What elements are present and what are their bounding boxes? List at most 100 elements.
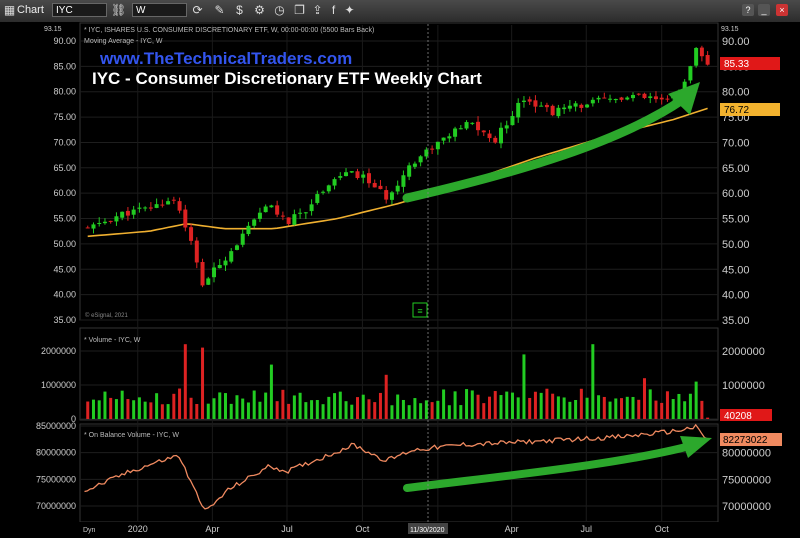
- volume-bar: [447, 405, 451, 419]
- candle-body: [286, 217, 291, 224]
- volume-bar: [114, 399, 118, 419]
- obv-tick-label: 85000000: [36, 421, 76, 431]
- candle-body: [527, 99, 532, 102]
- candle-body: [602, 97, 607, 99]
- volume-bar: [258, 401, 262, 419]
- candle-body: [481, 130, 486, 133]
- candle-body: [699, 47, 704, 57]
- candle-body: [424, 149, 429, 157]
- volume-bar: [281, 389, 285, 419]
- candle-body: [217, 265, 222, 269]
- candle-body: [143, 207, 148, 209]
- candle-body: [470, 122, 475, 124]
- candle-body: [223, 260, 228, 266]
- candle-body: [533, 100, 538, 107]
- price-tick-label: 80.00: [53, 87, 76, 97]
- candle-body: [458, 128, 463, 130]
- candle-body: [234, 245, 239, 250]
- watermark-url: www.TheTechnicalTraders.com: [99, 49, 352, 68]
- refresh-icon[interactable]: ⟳: [192, 3, 203, 17]
- volume-bar: [419, 403, 423, 419]
- candle-body: [120, 211, 125, 218]
- volume-bar: [470, 390, 474, 419]
- volume-bar: [235, 395, 239, 419]
- candle-body: [573, 103, 578, 107]
- volume-bar: [654, 400, 658, 419]
- volume-bar: [241, 398, 245, 419]
- dyn-corner-label[interactable]: Dyn: [83, 527, 96, 534]
- price-tick-label: 50.00: [53, 239, 76, 249]
- volume-bar: [608, 401, 612, 419]
- twitter-icon[interactable]: ✦: [344, 3, 355, 17]
- candle-body: [705, 55, 710, 65]
- price-top-value-right: 93.15: [721, 26, 739, 33]
- candle-body: [102, 221, 107, 224]
- price-tick-label: 70.00: [53, 137, 76, 147]
- volume-bar: [637, 399, 641, 419]
- clock-icon[interactable]: ◷: [274, 3, 285, 17]
- settings-icon[interactable]: ⚙: [254, 3, 265, 17]
- copy-icon[interactable]: ❐: [294, 3, 305, 17]
- price-axis-right: 35.00 40.00 45.00 50.00 55.00 60.00 65.00 70.00…: [722, 36, 750, 327]
- candle-body: [384, 190, 389, 200]
- volume-bar: [579, 388, 583, 419]
- share-icon[interactable]: ⇪: [312, 3, 323, 17]
- candle-body: [590, 99, 595, 104]
- event-marker[interactable]: [412, 302, 428, 318]
- volume-bar: [361, 394, 365, 419]
- volume-bar: [488, 396, 492, 419]
- candle-body: [447, 136, 452, 139]
- price-axis-left: 35.00 40.00 45.00 50.00 55.00 60.00 65.00 70.00…: [53, 36, 76, 325]
- volume-bar: [688, 393, 692, 419]
- app-label: Chart: [17, 4, 44, 16]
- candle-body: [85, 227, 90, 229]
- last-obv-badge-text: 82273022: [723, 435, 768, 446]
- chart-canvas: ≡ * IYC, ISHARES U.S. CONSUMER DISCRETIO…: [0, 22, 800, 538]
- candle-body: [309, 204, 314, 212]
- symbol-input[interactable]: IYC: [52, 3, 107, 17]
- volume-bar: [304, 402, 308, 419]
- dollar-icon[interactable]: $: [236, 3, 243, 17]
- cursor-date-badge: [408, 523, 448, 534]
- price-top-value-left: 93.15: [44, 26, 62, 33]
- candle-body: [659, 97, 664, 100]
- price-tick-label: 40.00: [53, 290, 76, 300]
- help-icon[interactable]: ?: [742, 4, 754, 16]
- chart-toolbar: ▦ Chart IYC ⛓ W ⟳ ✎ $ ⚙ ◷ ❐ ⇪ f ✦ ? _ ×: [0, 0, 800, 23]
- candle-body: [642, 93, 647, 99]
- candle-body: [498, 127, 503, 144]
- volume-bar: [556, 396, 560, 419]
- edit-icon[interactable]: ✎: [214, 3, 225, 17]
- volume-bar: [597, 395, 601, 419]
- candle-body: [269, 205, 274, 208]
- candle-body: [303, 212, 308, 214]
- candle-body: [585, 104, 590, 108]
- volume-bar: [482, 403, 486, 419]
- volume-bar: [459, 405, 463, 419]
- link-icon[interactable]: ⛓: [111, 3, 127, 17]
- volume-bar: [574, 400, 578, 419]
- candle-body: [108, 220, 113, 222]
- chart-icon[interactable]: ▦: [3, 3, 16, 17]
- price-tick-label: 70.00: [722, 137, 750, 149]
- event-marker-icon: ≡: [417, 306, 422, 316]
- volume-bar: [683, 401, 687, 419]
- minimize-icon[interactable]: _: [758, 4, 770, 16]
- ma-badge-text: 76.72: [724, 105, 749, 116]
- volume-bar: [602, 396, 606, 419]
- volume-bar: [229, 403, 233, 419]
- volume-bar: [631, 396, 635, 419]
- interval-select[interactable]: W: [132, 3, 187, 17]
- price-tick-label: 75.00: [53, 112, 76, 122]
- candle-body: [648, 96, 653, 98]
- trend-arrow-price: [402, 95, 687, 203]
- candle-body: [177, 201, 182, 211]
- volume-bar: [660, 402, 664, 419]
- candle-body: [246, 225, 251, 235]
- volume-bar: [252, 390, 256, 419]
- candle-body: [516, 102, 521, 118]
- close-icon[interactable]: ×: [776, 4, 788, 16]
- facebook-icon[interactable]: f: [331, 3, 336, 17]
- price-header-line-2: Moving Average - IYC, W: [84, 38, 163, 45]
- candle-body: [619, 97, 624, 100]
